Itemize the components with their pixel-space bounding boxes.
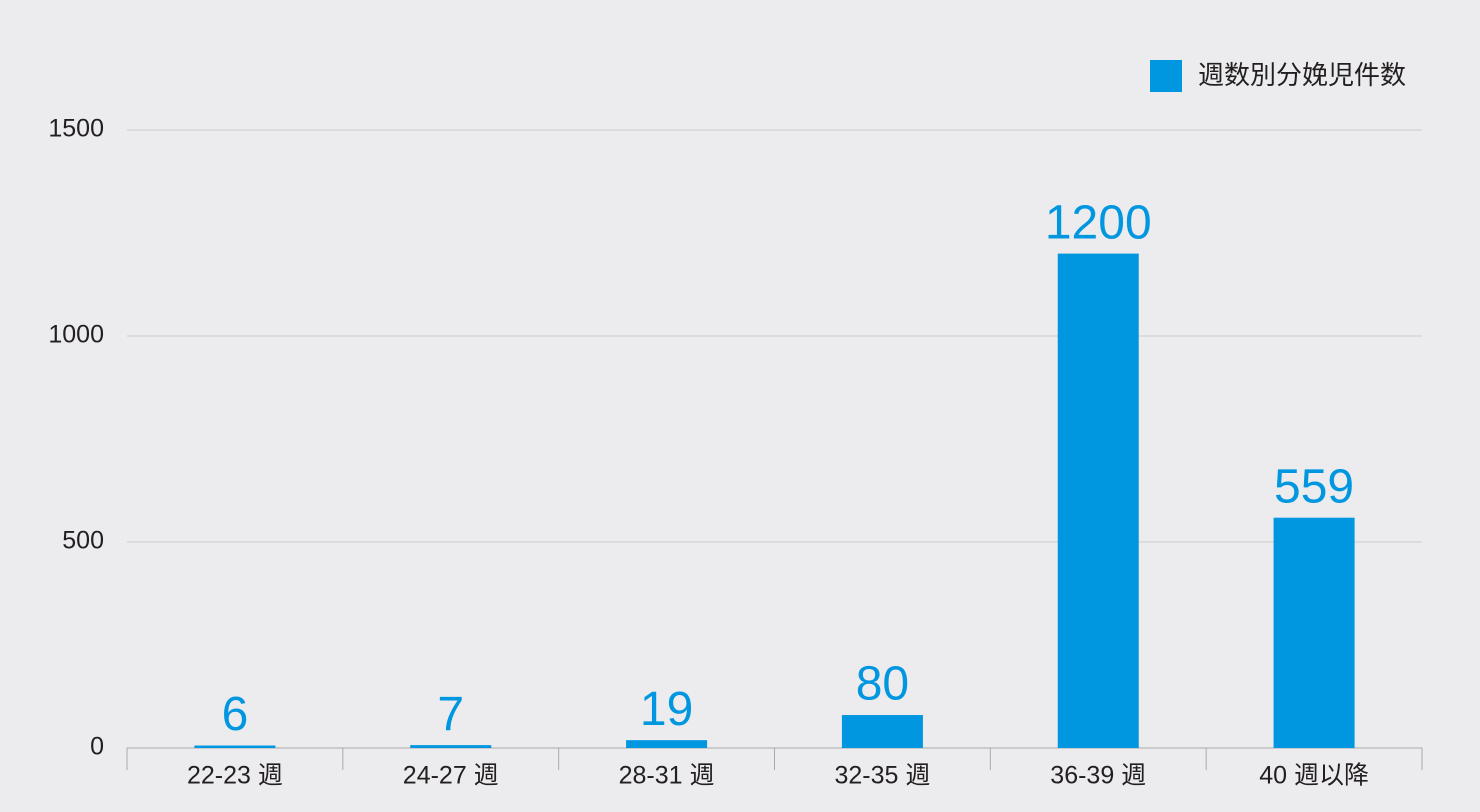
data-label: 19 — [640, 683, 693, 736]
data-label: 559 — [1274, 460, 1354, 513]
x-tick-label: 36-39 週 — [1050, 762, 1146, 790]
data-label: 1200 — [1045, 196, 1152, 249]
legend-swatch — [1150, 60, 1182, 92]
x-tick-label: 32-35 週 — [834, 762, 930, 790]
y-tick-label: 500 — [62, 527, 104, 555]
x-tick-label: 40 週以降 — [1259, 762, 1369, 790]
bar — [410, 745, 492, 748]
x-tick-label: 28-31 週 — [619, 762, 715, 790]
x-tick-label: 22-23 週 — [187, 762, 283, 790]
bar — [626, 740, 708, 748]
y-tick-label: 1500 — [48, 115, 104, 143]
bar — [1057, 253, 1139, 748]
data-label: 80 — [856, 658, 909, 711]
bar — [841, 715, 923, 748]
legend-label: 週数別分娩児件数 — [1198, 60, 1406, 90]
bar — [194, 745, 276, 748]
y-tick-label: 0 — [90, 733, 104, 761]
bar — [1273, 517, 1355, 748]
data-label: 7 — [437, 688, 464, 741]
data-label: 6 — [222, 688, 249, 741]
x-tick-label: 24-27 週 — [403, 762, 499, 790]
y-tick-label: 1000 — [48, 321, 104, 349]
